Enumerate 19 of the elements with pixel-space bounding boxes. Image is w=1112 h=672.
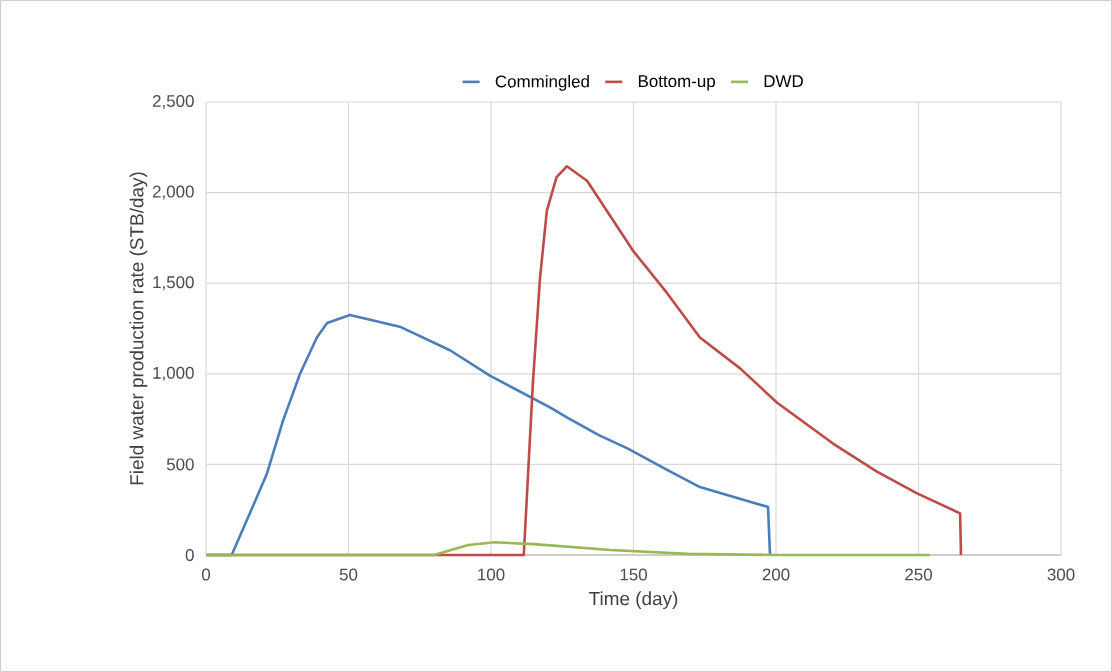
y-tick-label: 2,000 (152, 185, 194, 200)
y-tick-label: 2,500 (152, 95, 194, 109)
y-tick-label: 0 (185, 549, 194, 561)
x-axis-title: Time (day) (589, 591, 678, 609)
y-tick-label: 1,000 (153, 366, 194, 381)
x-tick-label: 150 (620, 568, 647, 581)
x-tick-label: 300 (1047, 568, 1075, 581)
x-tick-label: 100 (478, 568, 505, 581)
y-axis-title: Field water production rate (STB/day) (129, 172, 148, 485)
legend-label: DWD (764, 75, 803, 87)
legend-label: Commingled (495, 74, 589, 91)
x-tick-label: 250 (905, 568, 932, 581)
legend-label: Bottom-up (638, 75, 715, 91)
y-tick-label: 500 (166, 458, 194, 471)
y-tick-label: 1,500 (153, 276, 194, 291)
x-tick-label: 50 (339, 568, 358, 581)
x-tick-label: 200 (762, 568, 790, 581)
x-tick-label: 0 (201, 568, 211, 581)
line-series (204, 541, 932, 557)
